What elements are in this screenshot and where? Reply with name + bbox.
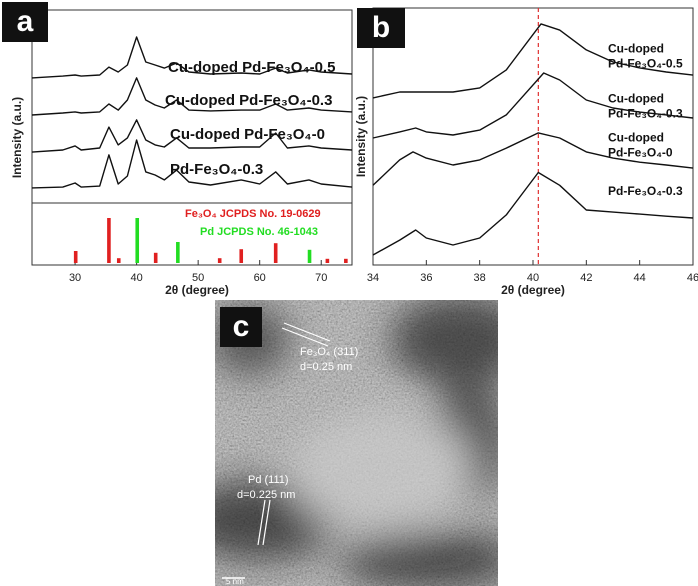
series-label: Cu-doped Pd-Fe₃O₄-0.5: [168, 59, 335, 76]
xrd-curve: [31, 119, 353, 153]
series-label: Cu-doped Pd-Fe₃O₄-0: [170, 126, 325, 143]
xrd-curve: [31, 77, 353, 116]
tem-image: [215, 300, 498, 586]
reference-stick: [307, 249, 312, 263]
x-tick-label: 50: [192, 272, 204, 284]
reference-stick: [176, 242, 180, 263]
series-label: Pd-Fe₃O₄-0: [608, 146, 673, 160]
plot-frame: [31, 9, 353, 266]
series-label: Cu-doped: [608, 42, 664, 56]
series-label: Pd-Fe₃O₄-0.5: [608, 57, 683, 71]
reference-stick: [239, 249, 244, 263]
pd-spacing: d=0.225 nm: [237, 489, 295, 501]
fe-label: Fe₃O₄ (311): [300, 346, 358, 358]
scale-bar-label: 5 nm: [226, 577, 244, 586]
xrd-curve: [31, 36, 353, 79]
x-tick-label: 60: [254, 272, 266, 284]
x-tick-label: 38: [474, 272, 486, 284]
xrd-curve: [372, 132, 694, 186]
series-label: Pd-Fe₃O₄-0.3: [608, 184, 683, 198]
reference-stick: [217, 258, 222, 263]
fe-spacing: d=0.25 nm: [300, 361, 352, 373]
reference-stick: [344, 258, 348, 263]
panel-label-box: [357, 8, 405, 48]
xrd-curve: [372, 72, 694, 139]
panel-label: b: [372, 11, 390, 44]
reference-stick: [116, 258, 121, 263]
x-tick-label: 34: [367, 272, 379, 284]
x-tick-label: 30: [69, 272, 81, 284]
x-tick-label: 36: [420, 272, 432, 284]
x-axis-label: 2θ (degree): [165, 283, 229, 297]
series-label: Cu-doped Pd-Fe₃O₄-0.3: [165, 92, 332, 109]
reference-stick: [325, 258, 330, 263]
x-tick-label: 46: [687, 272, 698, 284]
series-label: Pd-Fe₃O₄-0.3: [170, 161, 263, 178]
reference-stick: [73, 251, 78, 263]
series-label: Pd-Fe₃O₄-0.3: [608, 107, 683, 121]
panel-label: a: [17, 5, 34, 38]
pd-label: Pd (111): [248, 474, 289, 486]
legend-entry: Pd JCPDS No. 46-1043: [200, 226, 318, 238]
x-tick-label: 42: [580, 272, 592, 284]
panel-label: c: [233, 310, 250, 343]
reference-stick: [135, 218, 140, 263]
reference-stick: [153, 252, 158, 263]
series-label: Cu-doped: [608, 92, 664, 106]
panel-label-box: [220, 307, 262, 347]
x-axis-label: 2θ (degree): [501, 283, 565, 297]
x-tick-label: 40: [527, 272, 539, 284]
series-label: Cu-doped: [608, 131, 664, 145]
x-tick-label: 44: [634, 272, 646, 284]
x-tick-label: 40: [130, 272, 142, 284]
y-axis-label: Intensity (a.u.): [10, 97, 24, 178]
xrd-curve: [372, 171, 694, 256]
x-tick-label: 70: [315, 272, 327, 284]
xrd-curve: [372, 23, 694, 99]
reference-stick: [107, 218, 111, 263]
xrd-curve: [31, 139, 353, 189]
legend-entry: Fe₃O₄ JCPDS No. 19-0629: [185, 208, 321, 220]
y-axis-label: Intensity (a.u.): [354, 96, 368, 177]
reference-stick: [273, 243, 278, 263]
panel-label-box: [2, 2, 48, 42]
